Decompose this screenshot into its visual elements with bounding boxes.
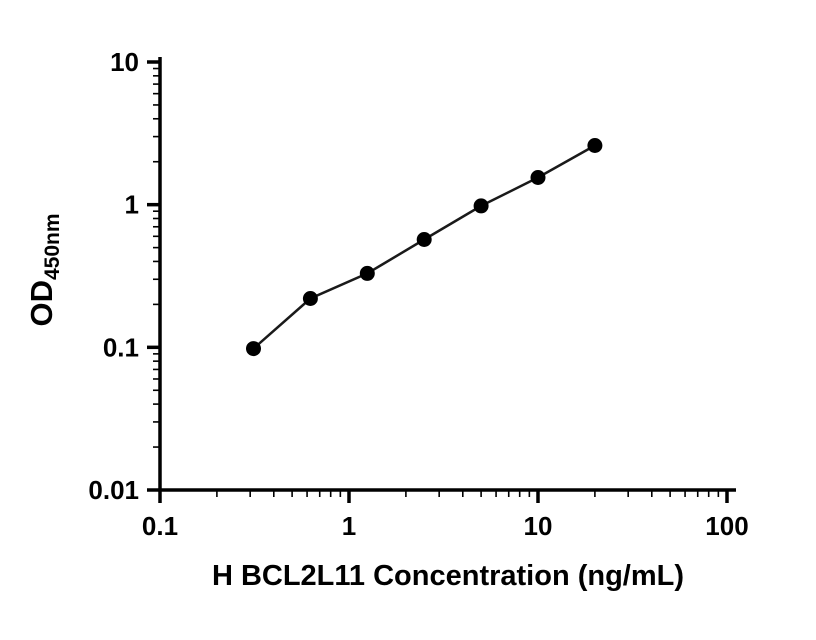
data-point [359, 265, 375, 281]
y-tick-label: 0.1 [103, 332, 139, 362]
axis-spines [158, 57, 736, 492]
data-point [302, 291, 318, 306]
y-axis-title-sub: 450nm [41, 213, 64, 280]
y-axis-title: OD450nm [24, 213, 64, 326]
x-tick-label: 100 [705, 511, 748, 541]
data-point [530, 170, 546, 185]
y-axis-title-main: OD [24, 280, 59, 327]
x-tick-label: 10 [524, 511, 553, 541]
data-point [416, 232, 432, 247]
data-point [246, 341, 261, 357]
axes [147, 57, 736, 503]
data-point [587, 138, 603, 153]
y-tick-label: 1 [125, 190, 139, 220]
x-tick-label: 1 [342, 511, 356, 541]
y-tick-label: 10 [110, 47, 139, 77]
x-tick-label: 0.1 [142, 511, 178, 541]
data-point [473, 198, 489, 214]
data-series [246, 138, 603, 357]
y-tick-label: 0.01 [88, 475, 139, 505]
x-axis-title: H BCL2L11 Concentration (ng/mL) [212, 560, 684, 592]
